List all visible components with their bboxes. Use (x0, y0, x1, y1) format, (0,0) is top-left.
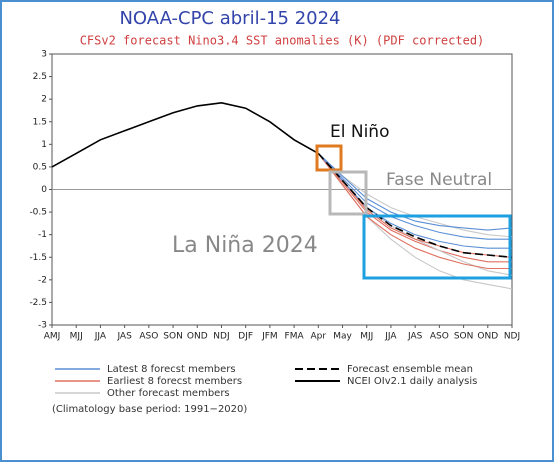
chart-title: NOAA-CPC abril-15 2024 (119, 8, 340, 29)
y-tick-label: -1.5 (29, 253, 47, 263)
x-tick-label: DJF (238, 332, 253, 342)
x-tick-label: SON (163, 332, 183, 342)
series-line (317, 152, 513, 259)
x-tick-label: Apr (311, 332, 327, 342)
x-tick-label: JJA (384, 332, 397, 342)
chart-subtitle: CFSv2 forecast Nino3.4 SST anomalies (K)… (80, 34, 485, 48)
series-line (317, 152, 513, 238)
x-tick-label: JAS (116, 332, 132, 342)
x-tick-label: JFM (261, 332, 278, 342)
x-tick-label: AMJ (44, 332, 61, 342)
y-tick-label: -1 (38, 230, 47, 240)
legend-label: Other forecast members (107, 388, 230, 399)
plot (51, 101, 513, 290)
legend-label: Forecast ensemble mean (347, 364, 473, 375)
annotation: El Niño (330, 122, 389, 142)
x-tick-label: JAS (407, 332, 423, 342)
x-tick-label: NDJ (504, 332, 520, 342)
el-nino-box (315, 144, 343, 172)
footnote: (Climatology base period: 1991−2020) (52, 404, 247, 415)
series-line (51, 101, 319, 168)
x-tick-label: ASO (139, 332, 158, 342)
x-tick-label: SON (454, 332, 474, 342)
annotation: La Niña 2024 (172, 233, 318, 258)
y-tick-label: -2 (38, 275, 47, 285)
y-tick-label: 0 (41, 185, 47, 195)
y-tick-label: -0.5 (29, 208, 47, 218)
y-tick-label: -2.5 (29, 298, 47, 308)
x-tick-label: MJJ (360, 332, 373, 342)
x-tick-label: May (333, 332, 352, 342)
series-line (317, 153, 512, 240)
y-tick-label: 1 (41, 140, 47, 150)
neutral-box (328, 170, 368, 216)
y-tick-label: 2 (41, 95, 47, 105)
x-tick-label: JJA (94, 332, 107, 342)
y-tick-label: -3 (38, 321, 47, 331)
x-tick-label: MJJ (70, 332, 83, 342)
x-tick-label: OND (187, 332, 208, 342)
legend-label: Latest 8 forecst members (107, 364, 236, 375)
annotation: Fase Neutral (386, 170, 492, 190)
series-line (317, 153, 512, 270)
x-tick-label: ASO (430, 332, 449, 342)
legend-label: NCEI OIv2.1 daily analysis (347, 376, 477, 387)
y-tick-label: 1.5 (33, 117, 47, 127)
series-line (317, 153, 512, 263)
y-tick-label: 2.5 (33, 72, 47, 82)
x-tick-label: FMA (285, 332, 305, 342)
series-line (317, 152, 513, 231)
legend-label: Earliest 8 forecst members (107, 376, 242, 387)
y-tick-label: 0.5 (33, 162, 47, 172)
x-tick-label: NDJ (213, 332, 229, 342)
y-tick-label: 3 (41, 50, 47, 60)
x-tick-label: OND (477, 332, 498, 342)
la-nina-box (362, 214, 512, 280)
